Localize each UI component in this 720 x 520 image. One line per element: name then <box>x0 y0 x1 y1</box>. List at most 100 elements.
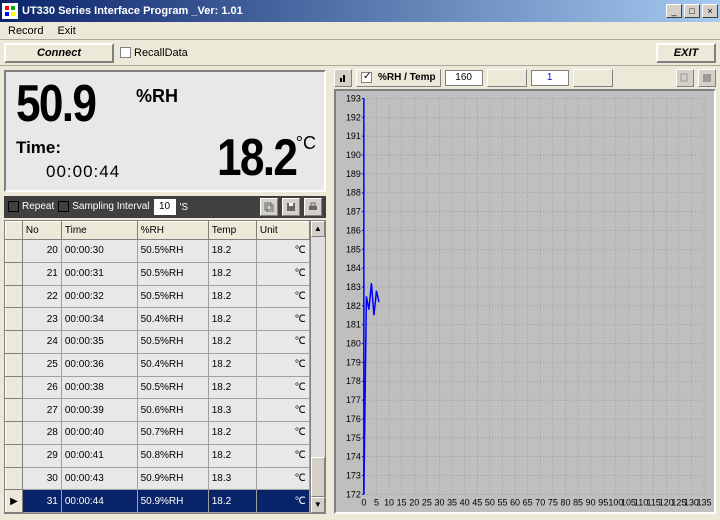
cell: ℃ <box>256 285 309 308</box>
table-scrollbar[interactable]: ▲ ▼ <box>310 221 325 513</box>
repeat-checkbox[interactable]: Repeat <box>8 201 54 212</box>
svg-text:90: 90 <box>586 498 596 508</box>
series-tab[interactable]: ✓%RH / Temp <box>356 69 441 87</box>
svg-text:188: 188 <box>346 188 361 198</box>
cell: 50.8%RH <box>137 444 208 467</box>
svg-text:186: 186 <box>346 226 361 236</box>
cell: 18.3 <box>208 399 256 422</box>
col-header-unit[interactable]: Unit <box>256 222 309 240</box>
svg-text:60: 60 <box>510 498 520 508</box>
print-icon[interactable] <box>304 198 322 216</box>
cell: 18.2 <box>208 262 256 285</box>
cell: 00:00:32 <box>61 285 137 308</box>
sampling-label: Sampling Interval <box>72 202 149 213</box>
col-header-rh[interactable]: %RH <box>137 222 208 240</box>
svg-text:40: 40 <box>460 498 470 508</box>
cell: 18.2 <box>208 308 256 331</box>
menu-record[interactable]: Record <box>8 25 43 37</box>
recall-label: RecallData <box>134 47 188 59</box>
svg-text:50: 50 <box>485 498 495 508</box>
cell: 50.9%RH <box>137 490 208 513</box>
cell: 50.5%RH <box>137 240 208 263</box>
table-row[interactable]: ▶3100:00:4450.9%RH18.2℃ <box>6 490 310 513</box>
svg-text:5: 5 <box>374 498 379 508</box>
save-icon[interactable] <box>282 198 300 216</box>
table-row[interactable]: 2300:00:3450.4%RH18.2℃ <box>6 308 310 331</box>
cell: 00:00:43 <box>61 467 137 490</box>
svg-text:65: 65 <box>523 498 533 508</box>
col-header-time[interactable]: Time <box>61 222 137 240</box>
svg-text:192: 192 <box>346 113 361 123</box>
cell: 30 <box>22 467 61 490</box>
maximize-button[interactable]: □ <box>684 4 700 18</box>
recall-data-checkbox[interactable]: RecallData <box>120 47 188 59</box>
copy-icon[interactable] <box>260 198 278 216</box>
scroll-thumb[interactable] <box>311 457 325 497</box>
cell: ℃ <box>256 331 309 354</box>
cell: 25 <box>22 353 61 376</box>
cell: 50.9%RH <box>137 467 208 490</box>
svg-text:30: 30 <box>434 498 444 508</box>
chart-save-icon[interactable] <box>698 69 716 87</box>
cell: 27 <box>22 399 61 422</box>
table-row[interactable]: 2800:00:4050.7%RH18.2℃ <box>6 422 310 445</box>
interval-input[interactable]: 10 <box>154 199 176 215</box>
minimize-button[interactable]: _ <box>666 4 682 18</box>
table-row[interactable]: 2700:00:3950.6%RH18.3℃ <box>6 399 310 422</box>
cell: 50.5%RH <box>137 376 208 399</box>
chart-copy-icon[interactable] <box>676 69 694 87</box>
table-row[interactable]: 2500:00:3650.4%RH18.2℃ <box>6 353 310 376</box>
col-header-no[interactable]: No <box>22 222 61 240</box>
svg-text:173: 173 <box>346 471 361 481</box>
blank-tab-1[interactable] <box>487 69 527 87</box>
scroll-up-icon[interactable]: ▲ <box>311 221 325 237</box>
cell: 18.2 <box>208 490 256 513</box>
cell: 50.7%RH <box>137 422 208 445</box>
options-bar: Repeat Sampling Interval 10 'S <box>4 196 326 218</box>
sampling-checkbox[interactable]: Sampling Interval <box>58 201 149 212</box>
cell: 21 <box>22 262 61 285</box>
svg-text:177: 177 <box>346 395 361 405</box>
svg-text:175: 175 <box>346 433 361 443</box>
titlebar: UT330 Series Interface Program _Ver: 1.0… <box>0 0 720 22</box>
connect-button[interactable]: Connect <box>4 43 114 63</box>
toolbar: Connect RecallData EXIT <box>0 40 720 66</box>
table-row[interactable]: 2000:00:3050.5%RH18.2℃ <box>6 240 310 263</box>
table-row[interactable]: 2200:00:3250.5%RH18.2℃ <box>6 285 310 308</box>
menu-exit[interactable]: Exit <box>57 25 75 37</box>
repeat-label: Repeat <box>22 202 54 213</box>
table-row[interactable]: 3000:00:4350.9%RH18.3℃ <box>6 467 310 490</box>
col-header-temp[interactable]: Temp <box>208 222 256 240</box>
svg-text:190: 190 <box>346 150 361 160</box>
app-icon <box>2 3 18 19</box>
row-indicator <box>6 467 23 490</box>
cell: 00:00:38 <box>61 376 137 399</box>
table-row[interactable]: 2900:00:4150.8%RH18.2℃ <box>6 444 310 467</box>
table-row[interactable]: 2100:00:3150.5%RH18.2℃ <box>6 262 310 285</box>
cell: 00:00:30 <box>61 240 137 263</box>
cell: 18.2 <box>208 444 256 467</box>
row-indicator <box>6 308 23 331</box>
blank-tab-2[interactable] <box>573 69 613 87</box>
cell: 50.4%RH <box>137 353 208 376</box>
close-button[interactable]: × <box>702 4 718 18</box>
svg-text:179: 179 <box>346 358 361 368</box>
cell: 50.5%RH <box>137 331 208 354</box>
svg-text:75: 75 <box>548 498 558 508</box>
table-row[interactable]: 2600:00:3850.5%RH18.2℃ <box>6 376 310 399</box>
cell: ℃ <box>256 262 309 285</box>
svg-text:187: 187 <box>346 207 361 217</box>
table-row[interactable]: 2400:00:3550.5%RH18.2℃ <box>6 331 310 354</box>
row-indicator <box>6 376 23 399</box>
cell: 23 <box>22 308 61 331</box>
exit-button[interactable]: EXIT <box>656 43 716 63</box>
scroll-down-icon[interactable]: ▼ <box>311 497 325 513</box>
chart-config-icon[interactable] <box>334 69 352 87</box>
svg-text:0: 0 <box>361 498 366 508</box>
svg-text:55: 55 <box>497 498 507 508</box>
cell: 18.2 <box>208 422 256 445</box>
row-indicator <box>6 262 23 285</box>
cell: 18.2 <box>208 353 256 376</box>
chart-svg: 1721731741751761771781791801811821831841… <box>336 91 714 512</box>
svg-text:183: 183 <box>346 282 361 292</box>
